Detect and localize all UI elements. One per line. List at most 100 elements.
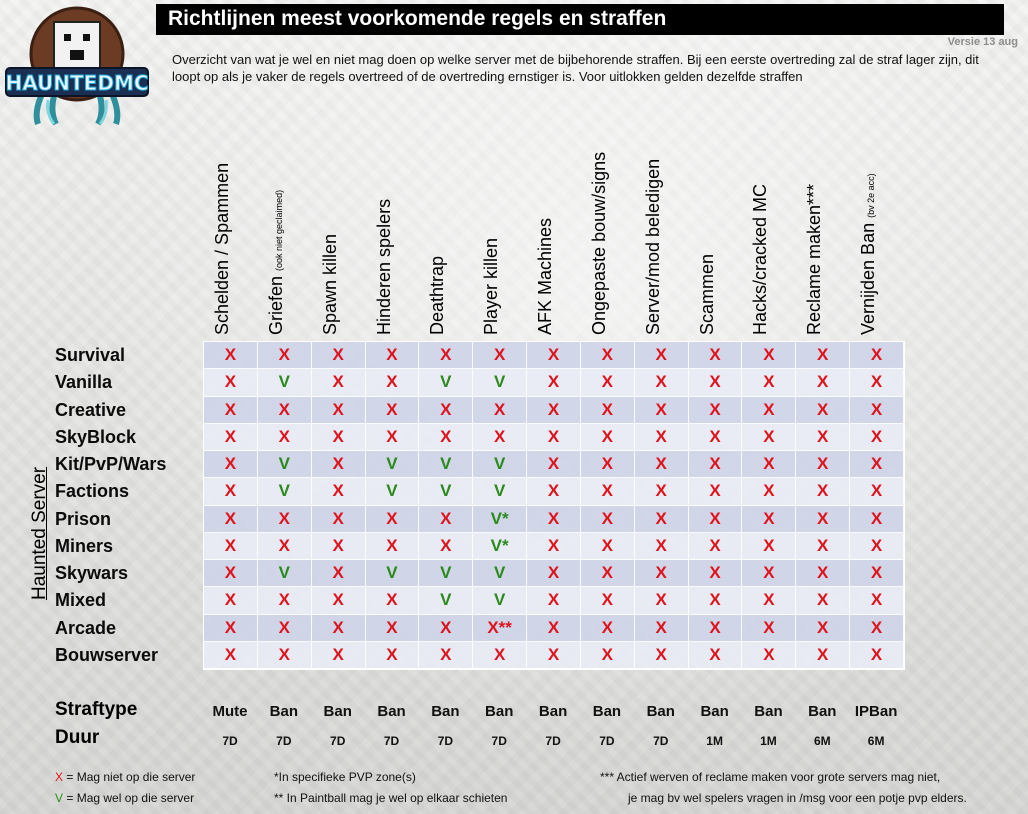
rule-cell: V <box>473 560 528 588</box>
rule-cell: X <box>850 532 904 560</box>
rule-cell: X <box>796 641 851 669</box>
forbidden-mark: X <box>655 345 667 365</box>
forbidden-mark: X <box>655 454 667 474</box>
column-header-label: Scammen <box>697 254 718 335</box>
duur-value: 7D <box>276 734 292 748</box>
forbidden-mark: X <box>655 535 667 555</box>
rule-cell: X <box>688 478 743 506</box>
forbidden-mark: X <box>332 399 344 419</box>
rule-cell: X <box>850 614 904 642</box>
straftype-value: Ban <box>646 703 675 720</box>
rule-cell: X <box>688 369 743 397</box>
straftype-value: Ban <box>377 703 406 720</box>
legend-no-text: = Mag niet op die server <box>63 770 196 784</box>
forbidden-mark: X <box>655 617 667 637</box>
rule-cell: X <box>365 587 420 615</box>
legend-yes-mark: V <box>55 791 64 805</box>
rule-cell: X <box>742 505 797 533</box>
column-label-text: Scammen <box>696 253 717 335</box>
rule-cell: X <box>580 560 635 588</box>
forbidden-mark: X <box>386 372 398 392</box>
column-label-text: Hinderen spelers <box>373 198 394 335</box>
rule-cell: X <box>796 342 851 370</box>
rule-cell: X <box>311 396 366 424</box>
forbidden-mark: X <box>601 345 614 365</box>
server-label: Prison <box>55 508 112 529</box>
forbidden-mark: X <box>870 454 883 474</box>
allowed-mark: V <box>440 563 452 583</box>
allowed-mark: V* <box>490 535 509 555</box>
straftype-value: Mute <box>212 703 248 720</box>
duur-value: 7D <box>599 734 615 748</box>
column-label-text: Reclame maken*** <box>804 183 825 335</box>
rule-cell: V <box>365 560 420 588</box>
column-header: Vernijden Ban (bv 2e acc) <box>849 120 903 335</box>
rule-cell: X <box>257 505 312 533</box>
server-label: Bouwserver <box>55 644 159 665</box>
rule-cell: X <box>311 505 366 533</box>
rule-cell: X <box>850 451 904 479</box>
forbidden-mark: X <box>547 535 560 555</box>
rule-cell: X <box>850 587 904 615</box>
title-bar: Richtlijnen meest voorkomende regels en … <box>156 4 1004 35</box>
forbidden-mark: X <box>601 399 614 419</box>
rule-cell: X <box>850 560 904 588</box>
allowed-mark: V <box>278 454 290 474</box>
forbidden-mark: X <box>493 399 506 419</box>
rule-cell: X <box>527 505 581 533</box>
rule-cell: X <box>688 641 743 669</box>
forbidden-mark: X <box>493 644 506 664</box>
rule-cell: X <box>204 560 258 588</box>
column-header: Scammen <box>688 120 742 335</box>
rule-cell: X <box>204 369 258 397</box>
forbidden-mark: X <box>763 590 775 610</box>
forbidden-mark: X <box>547 481 560 501</box>
column-label-text: Ongepaste bouw/signs <box>588 151 609 335</box>
rule-cell: X <box>688 614 743 642</box>
forbidden-mark: X <box>870 481 883 501</box>
forbidden-mark: X <box>440 426 452 446</box>
forbidden-mark: X <box>386 535 398 555</box>
rule-cell: X <box>527 342 581 370</box>
rule-cell: X <box>634 532 689 560</box>
forbidden-mark: X <box>224 563 237 583</box>
rule-cell: X <box>580 423 635 451</box>
column-header-label: Reclame maken*** <box>804 184 825 335</box>
rule-cell: X <box>796 505 851 533</box>
rule-cell: X <box>311 614 366 642</box>
forbidden-mark: X <box>386 508 398 528</box>
rule-cell: X <box>634 451 689 479</box>
rule-cell: X <box>419 423 474 451</box>
column-header-label: AFK Machines <box>535 218 556 335</box>
rule-cell: X <box>527 478 581 506</box>
forbidden-mark: X <box>547 399 560 419</box>
duur-value: 6M <box>813 734 831 748</box>
forbidden-mark: X <box>547 508 560 528</box>
rule-cell: X <box>311 451 366 479</box>
forbidden-mark: X <box>709 617 721 637</box>
allowed-mark: V <box>386 563 398 583</box>
forbidden-mark: X <box>709 508 721 528</box>
straftype-label: Straftype <box>55 699 138 720</box>
rule-cell: X <box>419 505 474 533</box>
forbidden-mark: X <box>870 617 883 637</box>
column-header: AFK Machines <box>526 120 580 335</box>
rule-cell: X <box>527 560 581 588</box>
straftype-value: IPBan <box>854 703 898 720</box>
forbidden-mark: X <box>870 508 883 528</box>
forbidden-mark: X <box>547 644 560 664</box>
rule-cell: X <box>688 532 743 560</box>
forbidden-mark: X <box>870 590 883 610</box>
rule-cell: X <box>742 560 797 588</box>
forbidden-mark: X <box>817 345 829 365</box>
rule-cell: X <box>365 396 420 424</box>
rule-cell: X <box>688 396 743 424</box>
allowed-mark: V <box>440 372 452 392</box>
forbidden-mark: X <box>224 399 237 419</box>
forbidden-mark: X <box>870 535 883 555</box>
rule-cell: X <box>257 396 312 424</box>
rule-cell: X <box>257 641 312 669</box>
forbidden-mark: X <box>709 644 721 664</box>
rule-cell: X <box>204 478 258 506</box>
forbidden-mark: X <box>709 426 721 446</box>
